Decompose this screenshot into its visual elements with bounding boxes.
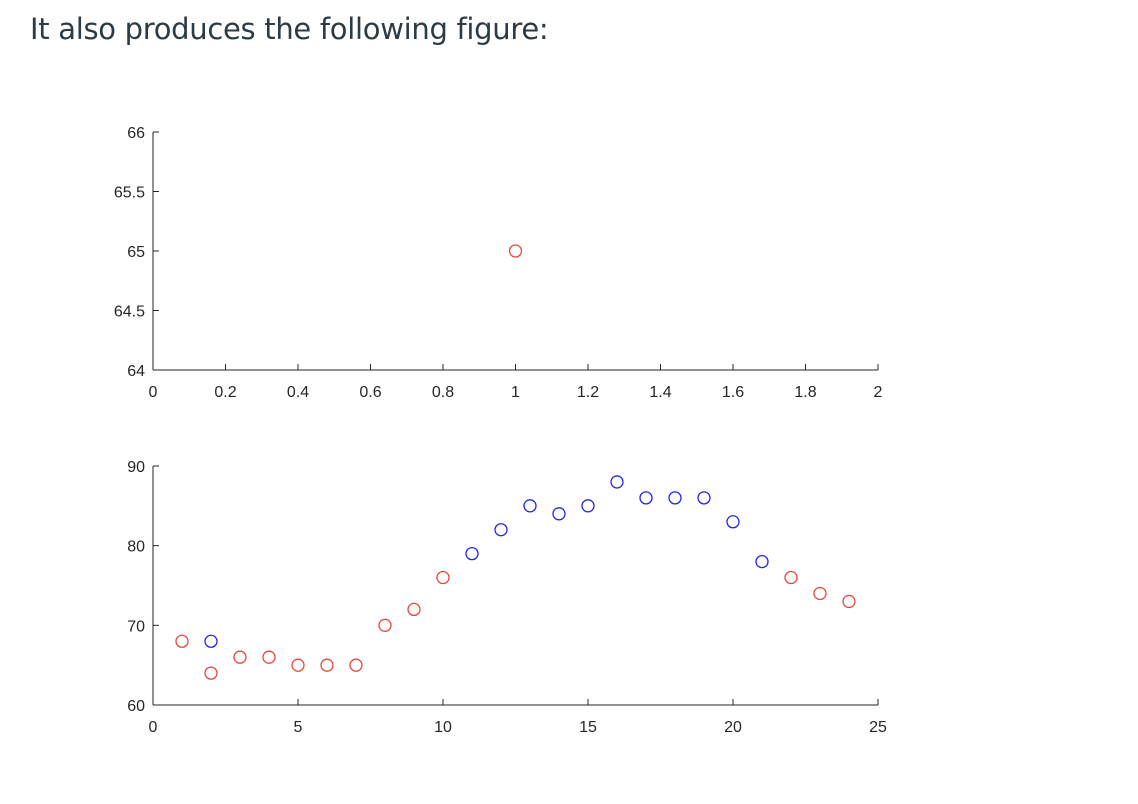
bottom-data-point-blue (494, 523, 508, 537)
top-x-tick-label: 1.2 (577, 384, 599, 401)
top-x-tick-label: 1.4 (649, 384, 671, 401)
bottom-x-tick-label: 5 (294, 719, 303, 736)
bottom-data-point-blue (755, 554, 769, 569)
bottom-data-point-red (784, 570, 798, 585)
bottom-y-tick-label: 60 (127, 698, 145, 715)
bottom-x-tick-label: 25 (869, 719, 887, 736)
bottom-data-point-blue (697, 491, 711, 505)
bottom-x-tick-label: 15 (579, 719, 597, 736)
top-x-tick-label: 0.6 (359, 384, 381, 401)
bottom-data-point-red (175, 634, 189, 648)
bottom-data-point-blue (668, 491, 682, 505)
bottom-data-point-red (204, 666, 218, 680)
top-y-tick-label: 66 (127, 125, 145, 142)
top-x-tick-label: 0.4 (287, 384, 309, 401)
top-x-tick-label: 0.2 (214, 384, 236, 401)
top-scatter-axes: 0 0.2 0.4 0.6 0.8 1 1.2 1.4 1.6 1.8 2 64 64.5 65 65.5 6… (114, 125, 883, 401)
bottom-y-tick-label: 80 (127, 539, 145, 556)
top-x-tick-label: 1.6 (722, 384, 744, 401)
bottom-data-point-blue (523, 499, 537, 513)
top-x-tick-label: 2 (874, 384, 883, 401)
bottom-data-point-red (262, 650, 276, 664)
bottom-data-point-blue (204, 634, 218, 648)
bottom-data-point-blue (581, 499, 595, 513)
bottom-y-tick-label: 70 (127, 618, 145, 635)
bottom-x-tick-label: 10 (434, 719, 452, 736)
bottom-data-point-blue (465, 546, 479, 561)
intro-text: It also produces the following figure: (30, 12, 549, 46)
top-y-tick-label: 65 (127, 244, 145, 261)
bottom-data-point-blue (726, 515, 740, 529)
bottom-data-point-red (349, 658, 363, 672)
bottom-data-point-red (233, 650, 247, 664)
bottom-data-point-blue (610, 475, 624, 489)
bottom-data-point-red (291, 658, 305, 672)
bottom-x-tick-label: 20 (724, 719, 742, 736)
top-y-tick-label: 64 (127, 363, 145, 380)
top-x-tick-label: 0.8 (432, 384, 454, 401)
bottom-data-point-red (813, 586, 827, 601)
top-x-tick-label: 0 (149, 384, 158, 401)
bottom-data-point-red (378, 618, 392, 632)
bottom-x-tick-label: 0 (149, 719, 158, 736)
bottom-scatter-axes: 0 5 10 15 20 25 60 70 80 90 (127, 459, 887, 736)
bottom-y-tick-label: 90 (127, 459, 145, 476)
bottom-data-point-red (842, 594, 856, 609)
bottom-data-point-red (320, 658, 334, 672)
top-data-point-red (508, 244, 523, 258)
top-y-tick-label: 64.5 (114, 304, 145, 321)
bottom-data-point-red (436, 570, 450, 585)
bottom-data-point-blue (552, 507, 566, 521)
top-y-tick-label: 65.5 (114, 185, 145, 202)
top-x-tick-label: 1 (511, 384, 520, 401)
top-x-tick-label: 1.8 (794, 384, 816, 401)
bottom-data-point-red (407, 602, 421, 617)
bottom-data-point-blue (639, 491, 653, 505)
